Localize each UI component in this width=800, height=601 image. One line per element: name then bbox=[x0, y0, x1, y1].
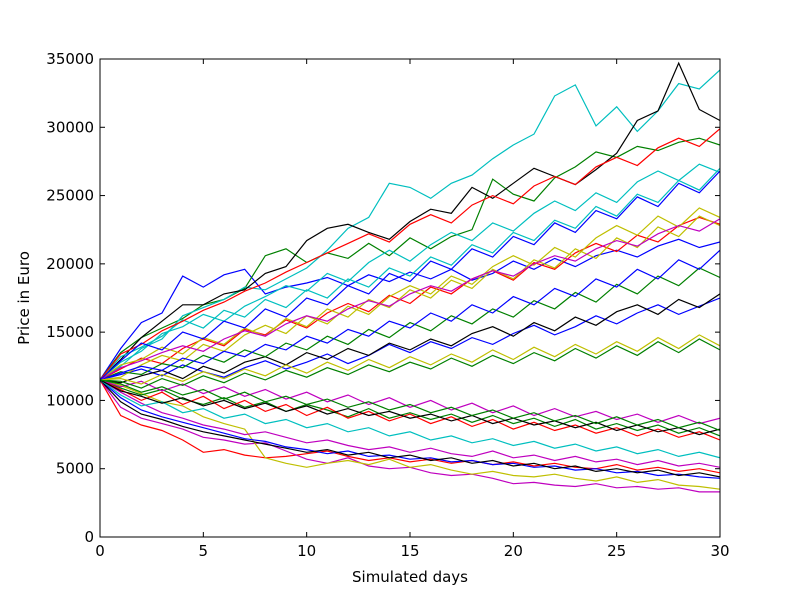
x-tick-label: 15 bbox=[400, 542, 419, 560]
x-tick-label: 10 bbox=[297, 542, 316, 560]
y-tick-label: 15000 bbox=[46, 323, 94, 341]
series-line-7 bbox=[100, 61, 720, 381]
series-line-27 bbox=[100, 334, 720, 385]
x-tick-label: 30 bbox=[710, 542, 729, 560]
series-line-4 bbox=[100, 69, 720, 381]
series-line-30 bbox=[100, 379, 720, 432]
series-line-26 bbox=[100, 218, 720, 381]
series-line-3 bbox=[100, 379, 720, 474]
y-tick-label: 25000 bbox=[46, 187, 94, 205]
y-tick-label: 10000 bbox=[46, 391, 94, 409]
series-line-9 bbox=[100, 379, 720, 437]
series-line-12 bbox=[100, 379, 720, 468]
series-line-17 bbox=[100, 379, 720, 441]
series-line-11 bbox=[100, 163, 720, 381]
series-line-1 bbox=[100, 238, 720, 381]
y-axis-label: Price in Euro bbox=[15, 251, 33, 345]
y-tick-label: 30000 bbox=[46, 118, 94, 136]
x-tick-label: 5 bbox=[199, 542, 209, 560]
series-line-22 bbox=[100, 249, 720, 381]
series-line-13 bbox=[100, 207, 720, 381]
x-axis: 0 5 10 15 20 25 30 bbox=[95, 59, 730, 560]
x-tick-label: 0 bbox=[95, 542, 105, 560]
x-tick-label: 20 bbox=[504, 542, 523, 560]
series-line-21 bbox=[100, 379, 720, 478]
series-layer bbox=[100, 61, 720, 493]
x-tick-label: 25 bbox=[607, 542, 626, 560]
series-line-25 bbox=[100, 379, 720, 459]
series-line-20 bbox=[100, 215, 720, 381]
series-line-23 bbox=[100, 338, 720, 389]
series-line-15 bbox=[100, 379, 720, 479]
x-axis-label: Simulated days bbox=[352, 568, 468, 586]
series-line-19 bbox=[100, 379, 720, 425]
series-line-14 bbox=[100, 293, 720, 384]
y-tick-label: 35000 bbox=[46, 50, 94, 68]
series-line-16 bbox=[100, 267, 720, 381]
series-line-24 bbox=[100, 128, 720, 381]
y-tick-label: 20000 bbox=[46, 255, 94, 273]
y-tick-label: 0 bbox=[84, 528, 94, 546]
series-line-6 bbox=[100, 379, 720, 490]
y-axis: 0 5000 10000 15000 20000 25000 30000 35000 bbox=[46, 50, 720, 546]
series-line-28 bbox=[100, 379, 720, 436]
y-tick-label: 5000 bbox=[56, 460, 94, 478]
series-line-29 bbox=[100, 170, 720, 381]
series-line-18 bbox=[100, 167, 720, 381]
